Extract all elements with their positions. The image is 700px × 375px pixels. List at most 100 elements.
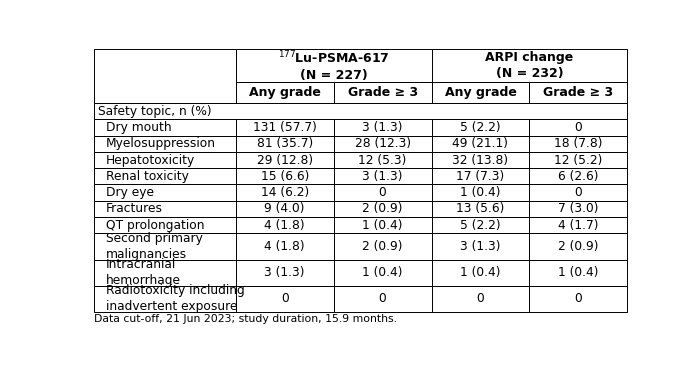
Text: QT prolongation: QT prolongation [106, 219, 204, 232]
Text: 1 (0.4): 1 (0.4) [460, 266, 500, 279]
Bar [431, 233, 529, 260]
Text: 49 (21.1): 49 (21.1) [452, 137, 508, 150]
Text: Any grade: Any grade [248, 86, 321, 99]
Text: 12 (5.3): 12 (5.3) [358, 154, 407, 166]
Text: Dry mouth: Dry mouth [106, 121, 172, 134]
Bar [94, 233, 236, 260]
Bar [529, 184, 627, 201]
Bar [334, 168, 431, 184]
Bar [431, 260, 529, 286]
Text: 5 (2.2): 5 (2.2) [460, 121, 500, 134]
Text: 17 (7.3): 17 (7.3) [456, 170, 505, 183]
Bar [236, 217, 334, 233]
Bar [529, 233, 627, 260]
Text: Grade ≥ 3: Grade ≥ 3 [543, 86, 613, 99]
Bar [236, 136, 334, 152]
Text: 12 (5.2): 12 (5.2) [554, 154, 603, 166]
Bar [529, 119, 627, 136]
Text: Myelosuppression: Myelosuppression [106, 137, 216, 150]
Bar [236, 50, 431, 82]
Text: $^{177}$Lu-PSMA-617
(N = 227): $^{177}$Lu-PSMA-617 (N = 227) [278, 49, 389, 82]
Bar [334, 201, 431, 217]
Bar [94, 168, 236, 184]
Bar [334, 217, 431, 233]
Text: Data cut-off, 21 Jun 2023; study duration, 15.9 months.: Data cut-off, 21 Jun 2023; study duratio… [94, 314, 397, 324]
Text: 14 (6.2): 14 (6.2) [260, 186, 309, 199]
Text: 0: 0 [477, 292, 484, 306]
Text: 1 (0.4): 1 (0.4) [363, 266, 402, 279]
Text: ARPI change
(N = 232): ARPI change (N = 232) [485, 51, 573, 80]
Text: Fractures: Fractures [106, 202, 163, 215]
Text: Safety topic, n (%): Safety topic, n (%) [98, 105, 212, 118]
Bar [431, 50, 627, 82]
Text: 1 (0.4): 1 (0.4) [460, 186, 500, 199]
Bar [94, 184, 236, 201]
Text: 1 (0.4): 1 (0.4) [363, 219, 402, 232]
Bar [94, 286, 236, 312]
Bar [94, 201, 236, 217]
Bar [431, 286, 529, 312]
Bar [236, 286, 334, 312]
Text: Hepatotoxicity: Hepatotoxicity [106, 154, 195, 166]
Text: 15 (6.6): 15 (6.6) [260, 170, 309, 183]
Text: 3 (1.3): 3 (1.3) [265, 266, 305, 279]
Bar [529, 152, 627, 168]
Text: Radiotoxicity including
inadvertent exposure: Radiotoxicity including inadvertent expo… [106, 285, 245, 314]
Text: 18 (7.8): 18 (7.8) [554, 137, 603, 150]
Text: 2 (0.9): 2 (0.9) [363, 202, 402, 215]
Bar [94, 152, 236, 168]
Text: 5 (2.2): 5 (2.2) [460, 219, 500, 232]
Bar [431, 119, 529, 136]
Bar [529, 82, 627, 103]
Bar [529, 201, 627, 217]
Bar [431, 82, 529, 103]
Text: 4 (1.8): 4 (1.8) [265, 219, 305, 232]
Bar [94, 136, 236, 152]
Text: 1 (0.4): 1 (0.4) [558, 266, 598, 279]
Text: 3 (1.3): 3 (1.3) [460, 240, 500, 253]
Text: Grade ≥ 3: Grade ≥ 3 [347, 86, 418, 99]
Text: Second primary
malignancies: Second primary malignancies [106, 232, 203, 261]
Text: Renal toxicity: Renal toxicity [106, 170, 189, 183]
Text: 131 (57.7): 131 (57.7) [253, 121, 316, 134]
Text: 4 (1.8): 4 (1.8) [265, 240, 305, 253]
Text: 81 (35.7): 81 (35.7) [257, 137, 313, 150]
Bar [334, 136, 431, 152]
Bar [94, 50, 236, 103]
Bar [94, 217, 236, 233]
Text: 28 (12.3): 28 (12.3) [354, 137, 411, 150]
Text: 9 (4.0): 9 (4.0) [265, 202, 305, 215]
Bar [431, 152, 529, 168]
Bar [529, 136, 627, 152]
Bar [236, 168, 334, 184]
Bar [431, 168, 529, 184]
Text: 0: 0 [575, 121, 582, 134]
Bar [334, 82, 431, 103]
Bar [431, 184, 529, 201]
Text: 32 (13.8): 32 (13.8) [452, 154, 508, 166]
Text: 2 (0.9): 2 (0.9) [363, 240, 402, 253]
Bar [94, 119, 236, 136]
Text: 6 (2.6): 6 (2.6) [558, 170, 598, 183]
Bar [529, 217, 627, 233]
Bar [236, 201, 334, 217]
Bar [529, 260, 627, 286]
Bar [431, 201, 529, 217]
Text: 0: 0 [575, 292, 582, 306]
Bar [334, 233, 431, 260]
Bar [236, 233, 334, 260]
Bar [334, 184, 431, 201]
Text: 3 (1.3): 3 (1.3) [363, 170, 402, 183]
Text: 29 (12.8): 29 (12.8) [257, 154, 313, 166]
Text: 0: 0 [379, 186, 386, 199]
Text: 0: 0 [575, 186, 582, 199]
Bar [431, 136, 529, 152]
Text: 2 (0.9): 2 (0.9) [558, 240, 598, 253]
Bar [94, 103, 627, 119]
Text: 4 (1.7): 4 (1.7) [558, 219, 598, 232]
Text: 3 (1.3): 3 (1.3) [363, 121, 402, 134]
Bar [236, 184, 334, 201]
Bar [334, 119, 431, 136]
Text: Any grade: Any grade [444, 86, 517, 99]
Bar [236, 260, 334, 286]
